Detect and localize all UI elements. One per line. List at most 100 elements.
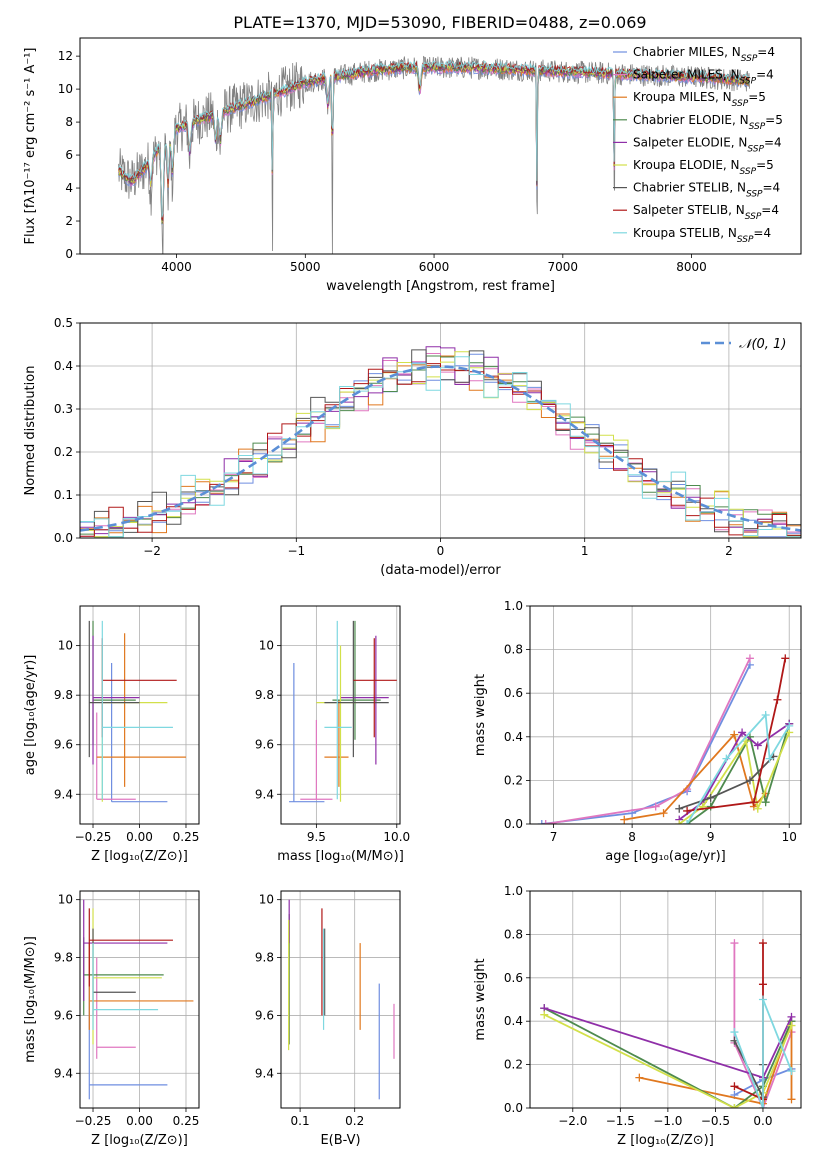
y-tick-label: 9.8 bbox=[255, 688, 274, 702]
x-tick-label: 9 bbox=[707, 830, 715, 844]
weight-vs-age-axes: 7 8 9 10 0.0 0.2 0.4 0.6 0.8 1.0 age [log₁₀(age/yr… bbox=[473, 599, 802, 864]
age-vs-mass-axes: 9.5 10.0 9.4 9.6 9.8 10 mass [log₁₀(M/M⊙)] bbox=[255, 605, 410, 864]
legend-label-0: Chabrier MILES, NSSP=4 bbox=[633, 45, 775, 64]
legend-label-5: Kroupa ELODIE, NSSP=5 bbox=[633, 158, 774, 177]
mass-vs-z-axes: −0.25 0.00 0.25 9.4 9.6 9.8 10 Z [log₁₀(Z/Z⊙)] m… bbox=[23, 890, 200, 1148]
x-tick-label: −0.5 bbox=[701, 1114, 730, 1128]
legend-nssp: =5 bbox=[748, 90, 766, 104]
x-tick-label: 7 bbox=[550, 830, 558, 844]
weight-marker-3 bbox=[761, 798, 770, 807]
y-tick-label: 0.0 bbox=[504, 1101, 523, 1115]
weight-line-1 bbox=[545, 657, 751, 824]
x-tick-label: 2 bbox=[725, 544, 733, 558]
legend-label-3: Chabrier ELODIE, NSSP=5 bbox=[633, 113, 783, 132]
x-axis-label: wavelength [Angstrom, rest frame] bbox=[326, 279, 555, 294]
y-tick-label: 9.6 bbox=[255, 1008, 274, 1022]
y-tick-label: 0.6 bbox=[504, 971, 523, 985]
weight-marker-8 bbox=[722, 754, 731, 763]
y-tick-label: 0 bbox=[65, 247, 73, 261]
spectrum-model-line-4 bbox=[118, 62, 750, 223]
spectrum-axes: 4000 5000 6000 7000 8000 0 2 4 6 8 10 12 wavelength … bbox=[23, 37, 802, 294]
weight-marker-8 bbox=[761, 711, 770, 719]
legend-sub: SSP bbox=[732, 99, 749, 109]
y-tick-label: 10 bbox=[58, 82, 73, 96]
weight-marker-5 bbox=[540, 1010, 549, 1019]
y-axis-label: Normed distribution bbox=[23, 366, 38, 496]
weight-marker-2 bbox=[659, 809, 668, 818]
x-tick-label: 0.00 bbox=[126, 1114, 153, 1128]
plot-frame bbox=[529, 605, 802, 825]
y-tick-label: 0.6 bbox=[504, 686, 523, 700]
y-tick-label: 9.8 bbox=[255, 951, 274, 965]
y-axis-label: mass weight bbox=[473, 674, 488, 756]
legend-sub: SSP bbox=[741, 54, 758, 64]
weight-marker-0 bbox=[537, 820, 546, 824]
y-tick-label: 12 bbox=[58, 49, 73, 63]
x-tick-label: 6000 bbox=[419, 260, 450, 274]
weight-line-3 bbox=[543, 1007, 793, 1108]
y-tick-label: 10 bbox=[259, 893, 274, 907]
x-tick-label: 9.5 bbox=[307, 830, 326, 844]
y-tick-label: 10 bbox=[58, 893, 73, 907]
x-axis-label: Z [log₁₀(Z/Z⊙)] bbox=[617, 1133, 714, 1148]
legend-sub: SSP bbox=[749, 122, 766, 132]
weight-marker-4 bbox=[787, 1012, 796, 1021]
spectrum-plot-area bbox=[118, 55, 750, 254]
legend-nssp: =5 bbox=[756, 158, 774, 172]
y-tick-label: 9.4 bbox=[54, 1066, 73, 1080]
weight-vs-age-plot-area bbox=[537, 654, 794, 824]
x-axis-label: mass [log₁₀(M/M⊙)] bbox=[277, 849, 404, 864]
x-axis-label: age [log₁₀(age/yr)] bbox=[605, 849, 726, 864]
weight-marker-5 bbox=[742, 737, 751, 746]
y-tick-label: 4 bbox=[65, 181, 73, 195]
plot-frame bbox=[280, 605, 401, 825]
weight-marker-2 bbox=[635, 1073, 644, 1082]
weight-marker-4 bbox=[738, 728, 747, 737]
y-axis-label: mass [log₁₀(M/M⊙)] bbox=[23, 936, 38, 1063]
x-axis-label: Z [log₁₀(Z/Z⊙)] bbox=[91, 849, 188, 864]
residuals-legend: 𝒩(0, 1) bbox=[701, 337, 786, 352]
y-tick-label: 9.6 bbox=[255, 738, 274, 752]
y-tick-label: 9.8 bbox=[54, 951, 73, 965]
residuals-axes: −2 −1 0 1 2 0.0 0.1 0.2 0.3 0.4 0.5 (data-model)/er… bbox=[23, 316, 802, 578]
weight-line-1 bbox=[733, 943, 793, 1108]
figure-title: PLATE=1370, MJD=53090, FIBERID=0488, z=0… bbox=[233, 13, 646, 32]
weight-marker-2 bbox=[787, 1095, 796, 1104]
y-tick-label: 0.2 bbox=[504, 773, 523, 787]
weight-line-8 bbox=[733, 999, 793, 1108]
weight-marker-1 bbox=[651, 802, 660, 811]
weight-marker-1 bbox=[541, 820, 550, 824]
weight-marker-5 bbox=[787, 1021, 796, 1030]
x-tick-label: 7000 bbox=[548, 260, 579, 274]
residuals-plot-area bbox=[80, 346, 801, 538]
weight-marker-5 bbox=[730, 1104, 739, 1108]
x-tick-label: 1 bbox=[581, 544, 589, 558]
x-tick-label: 4000 bbox=[161, 260, 192, 274]
mass-vs-z-plot-area bbox=[83, 899, 194, 1100]
weight-marker-5 bbox=[753, 804, 762, 813]
legend-nssp: =5 bbox=[765, 113, 783, 127]
legend-sub: SSP bbox=[740, 167, 757, 177]
weight-marker-6 bbox=[745, 776, 754, 785]
legend-label-4: Salpeter ELODIE, NSSP=4 bbox=[633, 135, 782, 154]
x-tick-label: 0.25 bbox=[173, 1114, 200, 1128]
x-tick-label: 0.25 bbox=[173, 830, 200, 844]
legend-sub: SSP bbox=[737, 235, 754, 245]
x-axis-label: (data-model)/error bbox=[380, 563, 501, 578]
weight-line-0 bbox=[541, 664, 751, 824]
weight-marker-7 bbox=[781, 654, 790, 663]
weight-marker-7 bbox=[773, 695, 782, 704]
age-vs-z-axes: −0.25 0.00 0.25 9.4 9.6 9.8 10 Z [log₁₀(Z/Z⊙)] a… bbox=[23, 605, 200, 864]
x-tick-label: 8000 bbox=[676, 260, 707, 274]
y-tick-label: 9.6 bbox=[54, 1008, 73, 1022]
x-tick-label: 8 bbox=[628, 830, 636, 844]
age-vs-mass-plot-area bbox=[289, 620, 397, 803]
legend-sub: SSP bbox=[740, 77, 757, 87]
weight-marker-5 bbox=[675, 820, 684, 824]
x-tick-label: −2.0 bbox=[558, 1114, 587, 1128]
y-tick-label: 1.0 bbox=[504, 884, 523, 898]
x-tick-label: 5000 bbox=[290, 260, 321, 274]
x-tick-label: 0.00 bbox=[126, 830, 153, 844]
y-tick-label: 9.4 bbox=[255, 787, 274, 801]
